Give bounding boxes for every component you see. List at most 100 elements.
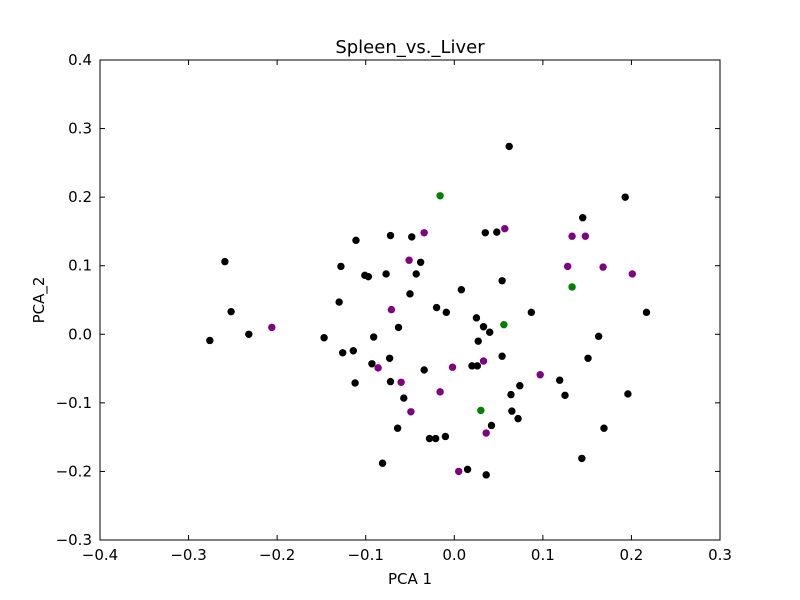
- data-point-series-1: [416, 258, 425, 266]
- data-point-series-1: [441, 432, 450, 441]
- data-point-series-1: [468, 362, 476, 370]
- x-tick-label: 0.2: [619, 546, 643, 564]
- data-point-series-2: [479, 357, 488, 365]
- data-point-series-2: [387, 305, 396, 314]
- plot-area-frame: [99, 59, 721, 541]
- y-tick-label: −0.3: [56, 531, 92, 549]
- data-point-series-1: [431, 434, 440, 443]
- data-point-series-1: [378, 459, 387, 467]
- data-point-series-2: [581, 232, 590, 240]
- data-point-series-1: [624, 390, 632, 398]
- data-point-series-1: [457, 286, 466, 294]
- data-point-series-1: [514, 414, 522, 423]
- y-tick-label: 0.2: [68, 188, 92, 206]
- y-ticks: −0.3 −0.2 −0.1 0.0 0.1 0.2 0.3 0.4: [56, 51, 720, 549]
- data-point-series-1: [351, 379, 359, 387]
- data-point-series-1: [369, 333, 378, 341]
- data-point-series-1: [561, 391, 569, 400]
- data-point-series-1: [578, 454, 586, 463]
- data-point-series-2: [568, 232, 576, 240]
- x-tick-label: −0.3: [170, 546, 206, 564]
- data-point-series-1: [487, 421, 496, 430]
- data-point-series-1: [221, 257, 229, 266]
- data-point-series-1: [474, 337, 482, 345]
- data-point-series-1: [386, 377, 395, 386]
- x-ticks: −0.4 −0.3 −0.2 −0.1 0.0 0.1 0.2 0.3: [82, 60, 732, 564]
- data-point-series-1: [386, 231, 395, 240]
- data-point-series-3: [477, 406, 485, 415]
- x-tick-label: 0.0: [442, 546, 466, 564]
- y-axis-label: PCA_2: [30, 277, 49, 324]
- x-tick-label: −0.1: [347, 546, 383, 564]
- data-point-series-2: [455, 467, 463, 476]
- data-point-series-1: [393, 424, 402, 432]
- data-point-series-1: [349, 347, 358, 355]
- data-point-series-2: [420, 229, 428, 237]
- y-tick-label: −0.2: [56, 462, 92, 480]
- data-point-series-1: [206, 336, 214, 345]
- data-point-series-1: [364, 272, 373, 281]
- data-point-series-1: [473, 362, 482, 370]
- y-tick-label: 0.0: [68, 325, 92, 343]
- data-point-series-1: [227, 307, 235, 316]
- y-tick-label: −0.1: [56, 394, 92, 412]
- x-axis-label: PCA 1: [388, 570, 432, 588]
- data-point-series-2: [436, 388, 444, 396]
- data-point-series-3: [436, 192, 444, 200]
- data-point-series-1: [516, 382, 524, 390]
- data-point-series-2: [448, 363, 457, 371]
- data-point-series-1: [481, 229, 489, 237]
- data-point-series-1: [442, 308, 451, 317]
- data-point-series-2: [482, 429, 490, 437]
- data-point-series-1: [463, 465, 472, 474]
- data-point-series-1: [498, 352, 506, 360]
- data-point-series-1: [400, 394, 408, 402]
- x-tick-label: 0.3: [708, 546, 732, 564]
- data-point-series-3: [568, 283, 576, 291]
- data-point-series-2: [599, 263, 607, 271]
- data-point-series-1: [245, 330, 253, 338]
- data-point-series-1: [479, 323, 488, 331]
- data-point-series-1: [394, 323, 403, 332]
- data-point-series-1: [382, 270, 390, 278]
- data-point-series-1: [594, 332, 603, 341]
- data-point-series-3: [500, 320, 508, 329]
- y-tick-label: 0.1: [68, 257, 92, 275]
- data-point-series-1: [337, 262, 345, 271]
- data-point-series-2: [536, 371, 544, 379]
- data-point-series-2: [501, 224, 509, 233]
- data-point-series-1: [335, 298, 343, 306]
- data-point-series-1: [493, 228, 501, 236]
- data-point-series-1: [320, 334, 328, 342]
- data-point-series-1: [579, 214, 587, 222]
- x-tick-label: −0.2: [259, 546, 295, 564]
- data-point-series-1: [412, 270, 420, 278]
- data-point-series-1: [505, 142, 513, 151]
- y-tick-label: 0.3: [68, 120, 92, 138]
- data-point-series-1: [406, 290, 414, 298]
- data-point-series-1: [508, 407, 516, 415]
- data-point-series-1: [600, 424, 608, 432]
- data-point-series-1: [486, 328, 494, 336]
- data-point-series-1: [584, 354, 592, 362]
- data-point-series-1: [432, 303, 441, 312]
- data-point-series-1: [555, 376, 564, 384]
- data-point-series-1: [498, 277, 506, 285]
- data-point-series-1: [338, 349, 347, 357]
- data-point-series-1: [408, 233, 416, 241]
- data-point-series-1: [368, 360, 376, 368]
- data-point-series-1: [482, 471, 490, 479]
- x-tick-label: −0.4: [82, 546, 118, 564]
- data-point-series-1: [472, 314, 481, 322]
- data-point-series-2: [374, 364, 382, 372]
- data-point-series-2: [628, 270, 637, 278]
- data-point-series-1: [642, 308, 651, 317]
- data-point-series-1: [425, 434, 434, 443]
- data-point-series-2: [397, 378, 405, 386]
- y-tick-label: 0.4: [68, 51, 92, 69]
- data-point-series-1: [420, 366, 428, 374]
- data-point-series-1: [621, 193, 629, 201]
- data-point-series-2: [268, 323, 276, 332]
- data-point-series-1: [527, 308, 536, 317]
